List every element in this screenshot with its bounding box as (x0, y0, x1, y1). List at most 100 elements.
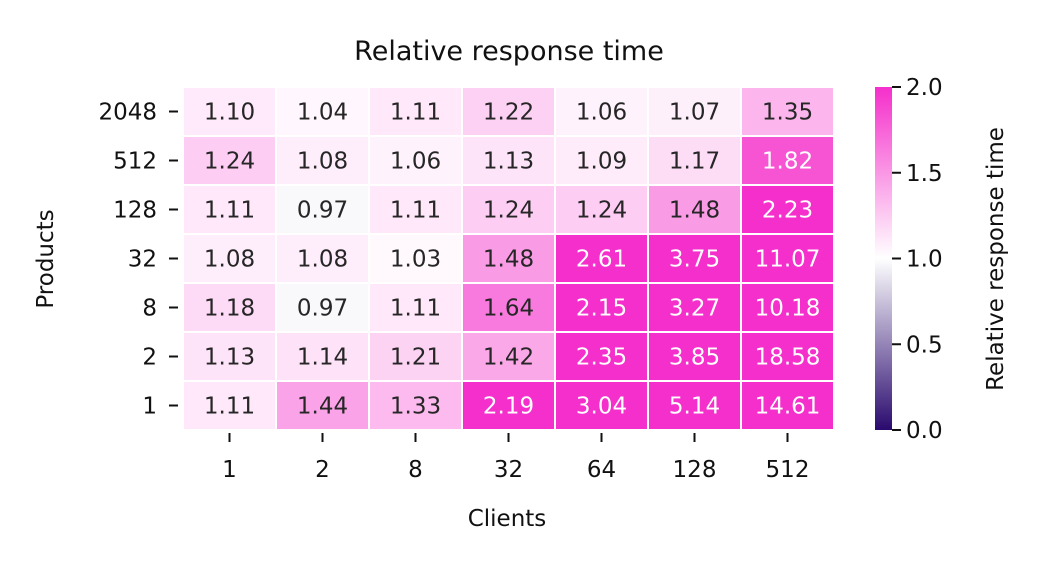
heatmap-cell (368, 282, 463, 333)
heatmap-cell-label: 0.97 (297, 198, 348, 224)
heatmap-cell-label: 1.24 (204, 149, 255, 175)
heatmap-cell (182, 135, 277, 186)
heatmap-cell-label: 1.11 (204, 394, 255, 420)
y-tick-label: 1 (142, 394, 157, 420)
heatmap-cell (368, 380, 463, 431)
heatmap-cell-label: 3.85 (669, 345, 720, 371)
heatmap-cell-label: 1.82 (762, 149, 813, 175)
heatmap-cell (740, 380, 835, 431)
heatmap-cell (554, 380, 649, 431)
heatmap-cell-label: 1.64 (483, 296, 534, 322)
heatmap-cell-label: 1.13 (204, 345, 255, 371)
heatmap-cell (647, 86, 742, 137)
heatmap-cell-label: 1.08 (204, 247, 255, 273)
heatmap-cell-label: 11.07 (755, 247, 821, 273)
heatmap-cell (275, 184, 370, 235)
heatmap-cell-label: 1.44 (297, 394, 348, 420)
heatmap-cell (368, 135, 463, 186)
heatmap-cell-label: 1.03 (390, 247, 441, 273)
heatmap-cell-label: 2.23 (762, 198, 813, 224)
heatmap-cell-label: 1.13 (483, 149, 534, 175)
heatmap-cell (461, 380, 556, 431)
heatmap-cell-label: 1.18 (204, 296, 255, 322)
heatmap-cell-label: 1.24 (483, 198, 534, 224)
heatmap-cell-label: 1.35 (762, 100, 813, 126)
heatmap-cell-label: 1.33 (390, 394, 441, 420)
heatmap-cell-label: 10.18 (755, 296, 821, 322)
heatmap-cell (740, 331, 835, 382)
heatmap-cell (182, 86, 277, 137)
heatmap-cell (182, 233, 277, 284)
y-tick-label: 2 (142, 345, 157, 371)
heatmap-cell-label: 1.06 (576, 100, 627, 126)
heatmap-cell-label: 1.08 (297, 149, 348, 175)
heatmap-cell-label: 1.11 (204, 198, 255, 224)
y-axis-label: Products (33, 209, 59, 308)
heatmap-cell (647, 233, 742, 284)
heatmap-cell (368, 184, 463, 235)
heatmap-cell-label: 14.61 (755, 394, 821, 420)
heatmap-cell-label: 1.11 (390, 198, 441, 224)
heatmap-cell-label: 2.61 (576, 247, 627, 273)
heatmap-cell-label: 3.27 (669, 296, 720, 322)
heatmap-cell (554, 135, 649, 186)
heatmap-cell-label: 1.09 (576, 149, 627, 175)
x-axis-ticks: 1 2 8 32 64 128 512 (222, 433, 809, 483)
heatmap-cell (647, 380, 742, 431)
heatmap-cell-label: 1.48 (483, 247, 534, 273)
heatmap-cell (182, 331, 277, 382)
x-tick-label: 512 (766, 457, 810, 483)
colorbar (875, 87, 892, 430)
heatmap-cell-label: 1.11 (390, 296, 441, 322)
heatmap-cell (182, 282, 277, 333)
y-axis-ticks: 2048 512 128 32 8 2 1 (98, 100, 178, 420)
y-tick-label: 128 (113, 198, 157, 224)
colorbar-tick-label: 1.0 (906, 247, 943, 273)
heatmap-cell (275, 233, 370, 284)
heatmap-cell-label: 1.22 (483, 100, 534, 126)
heatmap-cell-label: 1.14 (297, 345, 348, 371)
heatmap-cell-label: 1.21 (390, 345, 441, 371)
x-tick-label: 128 (673, 457, 717, 483)
heatmap-cell-label: 1.17 (669, 149, 720, 175)
colorbar-ticks: 0.0 0.5 1.0 1.5 2.0 (892, 75, 943, 444)
heatmap-cell-label: 1.06 (390, 149, 441, 175)
x-tick-label: 1 (222, 457, 237, 483)
y-tick-label: 32 (128, 247, 157, 273)
heatmap-cell-label: 3.75 (669, 247, 720, 273)
heatmap-cell-label: 2.35 (576, 345, 627, 371)
heatmap-cell (740, 135, 835, 186)
heatmap-cell-label: 1.48 (669, 198, 720, 224)
heatmap-cell (275, 331, 370, 382)
heatmap-cell-label: 3.04 (576, 394, 627, 420)
heatmap-cell (740, 184, 835, 235)
heatmap-cell-label: 0.97 (297, 296, 348, 322)
y-tick-label: 512 (113, 149, 157, 175)
heatmap-cell-label: 18.58 (755, 345, 821, 371)
x-axis-label: Clients (468, 506, 547, 532)
heatmap-cell-label: 5.14 (669, 394, 720, 420)
heatmap-cell-label: 1.07 (669, 100, 720, 126)
heatmap-cell (275, 86, 370, 137)
colorbar-tick-label: 0.5 (906, 332, 943, 358)
x-tick-label: 8 (408, 457, 423, 483)
heatmap-cell-label: 1.42 (483, 345, 534, 371)
colorbar-tick-label: 2.0 (906, 75, 943, 101)
colorbar-tick-label: 0.0 (906, 418, 943, 444)
x-tick-label: 2 (315, 457, 330, 483)
y-tick-label: 8 (142, 296, 157, 322)
heatmap-cell-label: 1.10 (204, 100, 255, 126)
heatmap-cell-label: 2.19 (483, 394, 534, 420)
heatmap-cell-label: 1.24 (576, 198, 627, 224)
x-tick-label: 32 (494, 457, 523, 483)
chart-title: Relative response time (354, 36, 664, 67)
heatmap-cell-label: 1.08 (297, 247, 348, 273)
heatmap-cell-labels: 1.10 1.04 1.11 1.22 1.06 1.07 1.35 1.24 1.08 1.06… (204, 100, 821, 420)
colorbar-label: Relative response time (983, 127, 1009, 391)
heatmap-cells (182, 86, 835, 431)
y-tick-label: 2048 (98, 100, 157, 126)
heatmap-cell-label: 1.04 (297, 100, 348, 126)
heatmap-cell-label: 1.11 (390, 100, 441, 126)
heatmap-cell (647, 184, 742, 235)
